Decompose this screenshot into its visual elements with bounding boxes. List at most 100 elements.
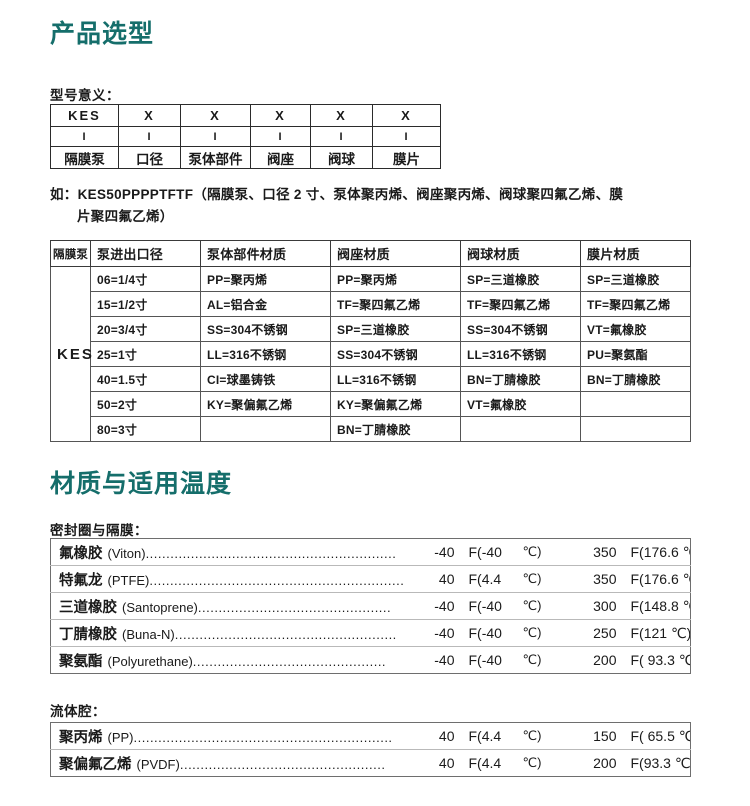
dot-leader: ........................................… (179, 756, 386, 772)
table-row: 聚丙烯 (PP).................................… (50, 723, 691, 750)
cell-ball-material (460, 416, 581, 442)
cell-max-temp-f: 350 (593, 544, 617, 560)
material-name-en: (PP) (107, 729, 134, 745)
cell-max-temp-celsius: F(148.8 ℃) (630, 597, 691, 614)
table-row: 聚氨酯 (Polyurethane).......................… (51, 647, 691, 674)
column-header-port-size: 泵进出口径 (90, 240, 201, 267)
dot-leader: ........................................… (149, 572, 405, 588)
dot-leader: ........................................… (197, 599, 392, 615)
cell-max-temp-f: 150 (593, 728, 617, 744)
cell-port-size: 80=3寸 (90, 416, 201, 442)
cell-min-temp-unit: ℃) (522, 728, 542, 743)
cell-body-material: AL=铝合金 (200, 291, 331, 317)
cell-ball-material: BN=丁腈橡胶 (460, 366, 581, 392)
connector-bar-cell: I (372, 126, 441, 147)
cell-diaphragm-material (580, 391, 691, 417)
cell-min-temp-f: -40 (434, 652, 455, 668)
cell-diaphragm-material: SP=三道橡胶 (580, 266, 691, 292)
model-code-cell: KES (50, 104, 119, 127)
model-code-table: KES X X X X X I I I I I I 隔膜泵 口径 泵体部件 阀座… (50, 104, 441, 169)
cell-port-size: 20=3/4寸 (90, 316, 201, 342)
cell-min-temp-unit: ℃) (522, 571, 542, 586)
page-title-product-selection: 产品选型 (50, 20, 155, 48)
cell-port-size: 50=2寸 (90, 391, 201, 417)
example-note-line-1: 如：KES50PPPPTFTF（隔膜泵、口径 2 寸、泵体聚丙烯、阀座聚丙烯、阀… (50, 187, 624, 202)
cell-min-temp-unit: ℃) (522, 625, 542, 640)
cell-min-temp-unit: ℃) (522, 652, 542, 667)
cell-port-size: 40=1.5寸 (90, 366, 201, 392)
cell-min-temp-f: 40 (438, 728, 455, 744)
model-code-cell: X (118, 104, 181, 127)
cell-body-material: PP=聚丙烯 (200, 266, 331, 292)
cell-min-temp-celsius: F(4.4 (468, 755, 502, 771)
cell-max-temp-f: 200 (593, 652, 617, 668)
cell-min-temp-f: -40 (434, 598, 455, 614)
table-row: 20=3/4寸 SS=304不锈钢 SP=三道橡胶 SS=304不锈钢 VT=氟… (51, 316, 691, 342)
cell-min-temp-unit: ℃) (522, 544, 542, 559)
material-name-en: (PVDF) (136, 756, 180, 772)
cell-diaphragm-material (580, 416, 691, 442)
column-header-diaphragm-material: 膜片材质 (580, 240, 691, 267)
dot-leader: ........................................… (192, 653, 387, 669)
cell-max-temp-celsius: F( 65.5 ℃) (630, 727, 691, 744)
cell-max-temp-f: 250 (593, 625, 617, 641)
cell-max-temp-celsius: F( 93.3 ℃) (630, 651, 691, 668)
model-example-note: 如：KES50PPPPTFTF（隔膜泵、口径 2 寸、泵体聚丙烯、阀座聚丙烯、阀… (50, 184, 690, 228)
table-row: 特氟龙 (PTFE)...............................… (50, 566, 691, 593)
cell-material-name: 三道橡胶 (Santoprene)........................… (51, 593, 409, 620)
dot-leader: ........................................… (133, 729, 393, 745)
material-name-zh: 三道橡胶 (59, 599, 117, 616)
model-name-cell: 泵体部件 (180, 146, 251, 169)
material-name-en: (Buna-N) (122, 626, 175, 642)
cell-body-material: LL=316不锈钢 (200, 341, 331, 367)
cell-seat-material: SP=三道橡胶 (330, 316, 461, 342)
material-name-en: (Polyurethane) (107, 653, 193, 669)
cell-ball-material: SP=三道橡胶 (460, 266, 581, 292)
cell-ball-material: SS=304不锈钢 (460, 316, 581, 342)
material-name-en: (Santoprene) (122, 599, 198, 615)
cell-min-temp-unit: ℃) (522, 598, 542, 613)
page-title-material-temperature: 材质与适用温度 (50, 470, 233, 498)
cell-min-temp-celsius: F(4.4 (468, 571, 502, 587)
model-code-cell: X (250, 104, 311, 127)
cell-body-material: SS=304不锈钢 (200, 316, 331, 342)
cell-max-temp-celsius: F(176.6 ℃) (630, 543, 691, 560)
cell-ball-material: VT=氟橡胶 (460, 391, 581, 417)
table-row: 氟橡胶 (Viton)..............................… (50, 539, 691, 566)
series-label-cell: KES (50, 266, 92, 442)
model-name-cell: 阀座 (250, 146, 311, 169)
cell-seat-material: SS=304不锈钢 (330, 341, 461, 367)
cell-max-temp-celsius: F(121 ℃) (630, 624, 691, 641)
model-name-cell: 阀球 (310, 146, 373, 169)
cell-min-temp-f: -40 (434, 544, 455, 560)
column-header-body-material: 泵体部件材质 (200, 240, 331, 267)
cell-diaphragm-material: BN=丁腈橡胶 (580, 366, 691, 392)
cell-port-size: 06=1/4寸 (90, 266, 201, 292)
cell-body-material: CI=球墨铸铁 (200, 366, 331, 392)
table-row: 15=1/2寸 AL=铝合金 TF=聚四氟乙烯 TF=聚四氟乙烯 TF=聚四氟乙… (51, 291, 691, 317)
connector-bar-cell: I (50, 126, 119, 147)
cell-material-name: 聚氨酯 (Polyurethane).......................… (51, 647, 409, 674)
cell-diaphragm-material: TF=聚四氟乙烯 (580, 291, 691, 317)
material-name-zh: 特氟龙 (59, 572, 103, 589)
dot-leader: ........................................… (145, 545, 397, 561)
column-header-seat-material: 阀座材质 (330, 240, 461, 267)
cell-body-material (200, 416, 331, 442)
cell-min-temp-f: 40 (438, 755, 455, 771)
cell-min-temp-f: -40 (434, 625, 455, 641)
cell-ball-material: TF=聚四氟乙烯 (460, 291, 581, 317)
table-row: 25=1寸 LL=316不锈钢 SS=304不锈钢 LL=316不锈钢 PU=聚… (51, 341, 691, 367)
cell-min-temp-celsius: F(-40 (468, 598, 502, 614)
cell-ball-material: LL=316不锈钢 (460, 341, 581, 367)
table-row: 三道橡胶 (Santoprene)........................… (50, 593, 691, 620)
fluid-chamber-temperature-table: 聚丙烯 (PP).................................… (50, 722, 691, 777)
cell-material-name: 丁腈橡胶 (Buna-N)............................… (51, 620, 409, 647)
material-name-zh: 聚氨酯 (59, 653, 103, 670)
connector-bar-cell: I (310, 126, 373, 147)
material-name-zh: 聚偏氟乙烯 (59, 756, 132, 773)
material-name-zh: 丁腈橡胶 (59, 626, 117, 643)
cell-diaphragm-material: VT=氟橡胶 (580, 316, 691, 342)
seal-temperature-table: 氟橡胶 (Viton)..............................… (50, 538, 691, 674)
example-note-line-2: 片聚四氟乙烯） (77, 209, 174, 224)
material-name-en: (Viton) (107, 545, 146, 561)
